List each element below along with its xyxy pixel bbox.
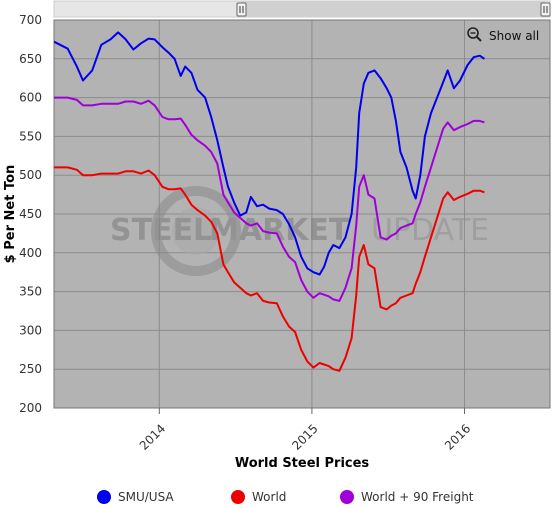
y-tick-label: 650	[19, 52, 42, 66]
y-tick-label: 300	[19, 323, 42, 337]
y-tick-label: 200	[19, 401, 42, 415]
legend-item[interactable]: SMU/USA	[97, 490, 174, 504]
legend-label: World	[252, 490, 286, 504]
watermark-word-1: STEEL	[110, 213, 212, 248]
y-tick-label: 400	[19, 246, 42, 260]
navigator[interactable]	[53, 0, 551, 18]
plot-border	[53, 19, 551, 409]
y-tick-label: 550	[19, 129, 42, 143]
y-tick-label: 450	[19, 207, 42, 221]
series-line	[54, 96, 485, 302]
legend-marker	[231, 490, 245, 504]
legend-item[interactable]: World	[231, 490, 286, 504]
watermark: STEEL MARKET UPDATE	[110, 186, 489, 276]
watermark-word-2: MARKET	[209, 213, 350, 248]
legend-item[interactable]: World + 90 Freight	[340, 490, 474, 504]
y-tick-label: 600	[19, 91, 42, 105]
x-tick-label: 2015	[289, 421, 320, 452]
gridlines	[53, 19, 551, 409]
zoom-out-icon	[467, 27, 479, 39]
navigator-left-handle[interactable]	[236, 2, 247, 17]
x-axis-title: World Steel Prices	[235, 456, 370, 471]
show-all-button[interactable]: Show all	[467, 27, 539, 43]
y-tick-label: 700	[19, 13, 42, 27]
legend-label: World + 90 Freight	[361, 490, 474, 504]
navigator-right-handle[interactable]	[540, 2, 551, 17]
legend-marker	[97, 490, 111, 504]
show-all-label: Show all	[489, 29, 539, 43]
y-tick-label: 500	[19, 168, 42, 182]
y-axis-tick-labels: 200 250 300 350 400 450 500 550 600 650 700	[19, 13, 42, 415]
series-line	[53, 31, 485, 276]
y-axis-title: $ Per Net Ton	[3, 165, 18, 264]
series-line	[54, 166, 485, 372]
x-tick-label: 2016	[442, 421, 473, 452]
x-axis-tick-labels: 2014 2015 2016	[137, 408, 473, 453]
series-lines	[53, 31, 485, 372]
y-tick-label: 350	[19, 285, 42, 299]
x-tick-label: 2014	[137, 421, 168, 452]
legend-label: SMU/USA	[118, 490, 174, 504]
legend-marker	[340, 490, 354, 504]
legend: SMU/USA World World + 90 Freight	[97, 490, 474, 504]
y-tick-label: 250	[19, 362, 42, 376]
